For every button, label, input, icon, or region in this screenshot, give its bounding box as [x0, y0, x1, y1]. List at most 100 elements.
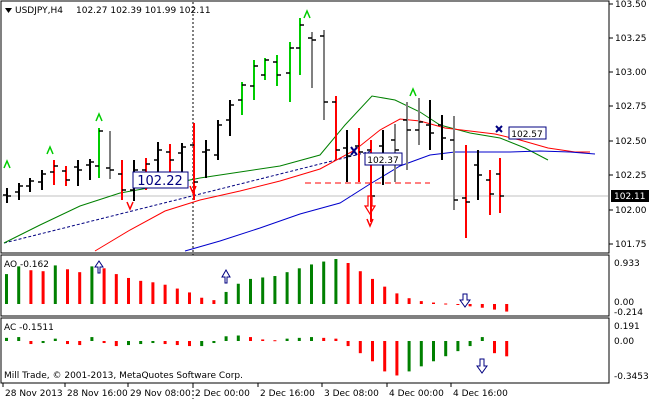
- histogram-bar: [236, 283, 240, 304]
- histogram-bar: [493, 341, 496, 354]
- time-axis[interactable]: 28 Nov 2013 28 Nov 16:00 29 Nov 08:00 2 Dec…: [2, 383, 508, 399]
- ac-indicator-panel[interactable]: AC -0.1511 Mill Trade, © 2001-2013, Meta…: [0, 317, 649, 384]
- time-tick-label: 4 Dec 00:00: [389, 389, 444, 399]
- histogram-bar: [358, 341, 362, 354]
- histogram-bar: [90, 337, 94, 341]
- histogram-bar: [505, 304, 509, 312]
- histogram-bar: [261, 339, 265, 341]
- histogram-bar: [78, 341, 82, 346]
- histogram-bar: [444, 341, 448, 357]
- time-tick-label: 2 Dec 00:00: [195, 389, 250, 399]
- histogram-bar: [371, 341, 374, 362]
- time-tick-label: 29 Nov 08:00: [130, 389, 191, 399]
- histogram-bar: [66, 341, 69, 345]
- histogram-bar: [139, 341, 143, 345]
- histogram-bar: [480, 337, 484, 341]
- histogram-bar: [297, 268, 301, 304]
- histogram-bar: [127, 277, 130, 304]
- histogram-bar: [29, 341, 33, 345]
- histogram-bar: [200, 297, 204, 304]
- histogram-bar: [41, 271, 45, 304]
- ac-tick-label: -0.3453: [614, 372, 649, 382]
- ao-indicator-panel[interactable]: AO -0.162 0.933 0.00-0.214: [0, 254, 643, 318]
- histogram-bar: [444, 303, 448, 305]
- ohlc-values: 102.27 102.39 101.99 102.11: [76, 6, 211, 16]
- histogram-bar: [383, 341, 387, 372]
- histogram-bar: [322, 337, 326, 341]
- svg-text:102.37: 102.37: [367, 156, 399, 166]
- histogram-bar: [212, 341, 216, 344]
- price-tick-label: 101.75: [615, 240, 647, 250]
- svg-text:102.57: 102.57: [511, 130, 543, 140]
- svg-text:102.22: 102.22: [137, 174, 183, 189]
- ao-tick-label: -0.214: [614, 308, 643, 318]
- price-tick-label: 102.75: [615, 102, 647, 112]
- price-tick-label: 102.50: [615, 137, 647, 147]
- histogram-bar: [127, 341, 130, 346]
- histogram-bar: [505, 341, 509, 357]
- histogram-bar: [78, 272, 82, 304]
- copyright-text: Mill Trade, © 2001-2013, MetaQuotes Soft…: [4, 371, 243, 381]
- symbol-title: USDJPY,H4: [15, 6, 63, 16]
- histogram-bar: [310, 264, 313, 304]
- histogram-bar: [419, 341, 423, 367]
- histogram-bar: [249, 337, 252, 341]
- histogram-bar: [383, 286, 387, 304]
- histogram-bar: [480, 304, 484, 308]
- up-arrow-icon: [94, 260, 231, 284]
- histogram-bar: [468, 341, 472, 347]
- histogram-bar: [151, 341, 155, 344]
- histogram-bar: [456, 304, 460, 305]
- histogram-bar: [224, 291, 228, 304]
- ao-tick-label: 0.00: [614, 298, 634, 308]
- histogram-bar: [285, 338, 289, 341]
- histogram-bar: [5, 337, 8, 341]
- ac-tick-label: 0.191: [614, 322, 640, 332]
- signal-marker-icon: [350, 125, 503, 156]
- histogram-bar: [163, 341, 167, 345]
- time-tick-label: 3 Dec 08:00: [324, 389, 379, 399]
- time-tick-label: 28 Nov 16:00: [67, 389, 128, 399]
- histogram-bar: [407, 298, 411, 304]
- histogram-bar: [346, 341, 350, 347]
- histogram-bar: [395, 341, 399, 376]
- histogram-bar: [163, 284, 167, 304]
- fractal-up-icon: [3, 9, 417, 169]
- histogram-bar: [334, 338, 338, 341]
- price-label-box-2: 102.37: [364, 152, 403, 166]
- ma-green-line: [3, 95, 549, 244]
- histogram-bar: [456, 341, 460, 352]
- histogram-bar: [102, 268, 106, 304]
- histogram-bar: [151, 282, 155, 304]
- histogram-bar: [358, 271, 362, 304]
- histogram-bar: [285, 272, 289, 304]
- down-arrow-icon: [476, 358, 488, 374]
- histogram-bar: [114, 341, 118, 347]
- histogram-bar: [224, 336, 228, 341]
- price-axis[interactable]: 103.50 103.25 103.00 102.75 102.50 102.25 102.…: [609, 0, 649, 250]
- histogram-bar: [432, 341, 435, 362]
- trend-line: [3, 150, 373, 244]
- histogram-bar: [17, 337, 21, 341]
- histogram-bar: [297, 337, 301, 341]
- histogram-bar: [53, 265, 57, 304]
- main-price-panel[interactable]: 102.22 102.37 102.57 USDJPY,H4 102.27 10…: [0, 0, 610, 399]
- histogram-bar: [175, 288, 179, 304]
- histogram-bar: [273, 276, 277, 304]
- price-tick-label: 103.25: [615, 34, 647, 44]
- chevron-down-icon[interactable]: [5, 8, 12, 13]
- histogram-bar: [200, 341, 204, 347]
- histogram-bar: [322, 261, 326, 304]
- histogram-bar: [493, 304, 496, 310]
- price-label-box-1: 102.22: [132, 171, 189, 189]
- histogram-bar: [334, 259, 338, 304]
- current-price-label: 102.11: [614, 192, 646, 202]
- histogram-bar: [139, 280, 143, 304]
- price-label-box-3: 102.57: [508, 126, 547, 140]
- histogram-bar: [188, 292, 191, 304]
- histogram-bar: [5, 274, 8, 304]
- price-tick-label: 103.00: [615, 68, 647, 78]
- down-arrow-icon: [459, 293, 471, 308]
